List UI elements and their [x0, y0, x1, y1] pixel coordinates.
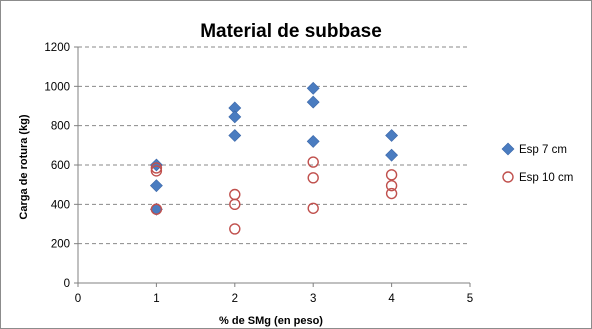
- esp-10cm-point: [385, 187, 398, 200]
- x-tick-label: 0: [75, 293, 81, 305]
- legend-label: Esp 10 cm: [519, 172, 573, 184]
- legend: Esp 7 cm Esp 10 cm: [501, 142, 573, 184]
- esp-10cm-point: [229, 188, 241, 201]
- chart-title: Material de subbase: [200, 21, 382, 42]
- esp-10cm-point: [150, 203, 163, 215]
- legend-marker-esp-7cm: [501, 142, 515, 156]
- esp-10cm-point: [150, 162, 163, 174]
- esp-7cm-point: [306, 81, 320, 95]
- esp-7cm-point: [228, 129, 242, 142]
- axes: [74, 46, 471, 287]
- legend-marker-esp-10cm: [502, 171, 514, 183]
- esp-7cm-point: [306, 134, 320, 148]
- y-tick-label: 200: [51, 239, 70, 251]
- y-tick-label: 0: [64, 278, 70, 290]
- esp-10cm-point: [385, 179, 398, 192]
- esp-7cm-point: [149, 179, 163, 193]
- esp-10cm-point: [307, 156, 319, 168]
- y-axis-title: Carga de rotura (kg): [18, 114, 30, 219]
- esp-7cm-point: [385, 148, 399, 162]
- y-tick-label: 600: [51, 160, 70, 172]
- esp-7cm-point: [306, 95, 320, 109]
- data-points: [149, 81, 399, 235]
- esp-10cm-point: [150, 165, 163, 177]
- esp-10cm-point: [229, 198, 241, 211]
- esp-7cm-point: [385, 129, 399, 142]
- x-tick-label: 4: [388, 293, 395, 305]
- x-tick-label: 3: [310, 293, 316, 305]
- esp-10cm-point: [307, 202, 319, 214]
- y-tick-label: 800: [51, 121, 70, 133]
- x-axis-title: % de SMg (en peso): [219, 315, 323, 327]
- gridlines: [78, 46, 470, 245]
- x-tick-label: 1: [153, 293, 159, 305]
- tick-labels: 0 200 400 600 800 1000 1200 0 1 2 3 4 5: [44, 42, 473, 305]
- y-tick-label: 400: [51, 199, 70, 211]
- esp-10cm-point: [385, 169, 398, 181]
- x-tick-label: 5: [467, 293, 473, 305]
- legend-label: Esp 7 cm: [519, 144, 567, 156]
- y-tick-label: 1000: [44, 81, 70, 93]
- esp-7cm-point: [149, 158, 163, 172]
- esp-10cm-point: [229, 223, 241, 235]
- esp-10cm-point: [307, 172, 319, 184]
- x-tick-label: 2: [232, 293, 238, 305]
- esp-7cm-point: [228, 110, 242, 124]
- y-tick-label: 1200: [44, 42, 70, 54]
